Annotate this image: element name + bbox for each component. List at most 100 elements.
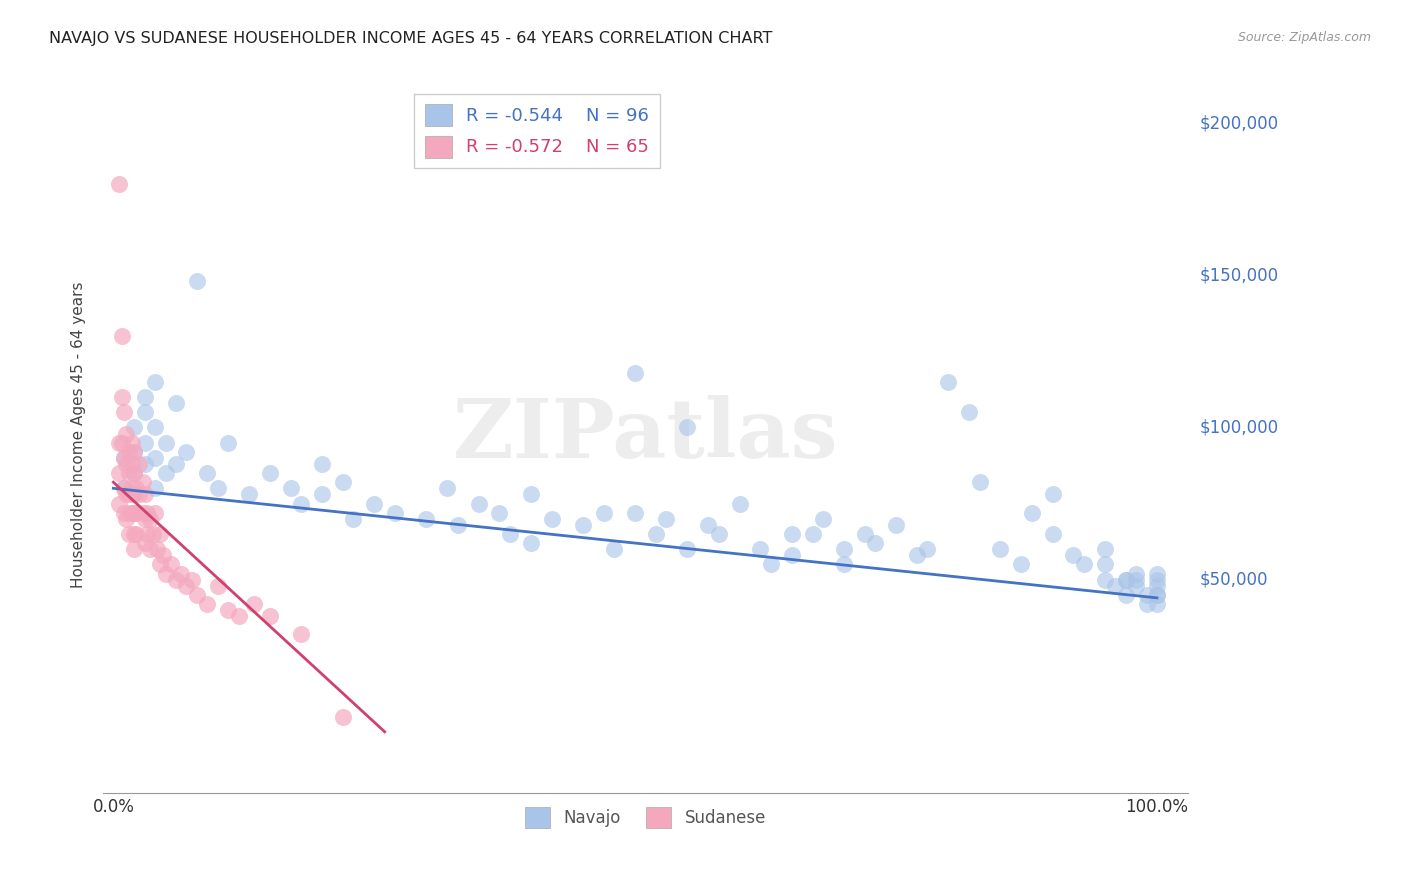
Point [311,457,333,471]
Point [1125,566,1147,581]
Point [780,527,803,541]
Point [238,487,260,501]
Point [128,487,150,501]
Point [1146,579,1168,593]
Point [176,444,198,458]
Point [112,450,135,465]
Point [115,512,138,526]
Point [749,542,772,557]
Point [112,450,135,465]
Text: ZIPatlas: ZIPatlas [453,395,838,475]
Point [1094,573,1116,587]
Point [969,475,991,490]
Point [112,481,135,495]
Point [118,527,141,541]
Point [488,506,510,520]
Point [1021,506,1043,520]
Point [697,517,720,532]
Point [118,506,141,520]
Point [917,542,939,557]
Point [676,542,699,557]
Point [165,457,187,471]
Point [143,481,166,495]
Point [436,481,458,495]
Point [572,517,595,532]
Point [195,597,218,611]
Point [111,390,134,404]
Point [801,527,824,541]
Point [143,375,166,389]
Point [280,481,302,495]
Point [143,450,166,465]
Point [149,558,172,572]
Point [121,457,143,471]
Point [146,542,169,557]
Point [243,597,266,611]
Point [1115,573,1137,587]
Point [1125,579,1147,593]
Point [139,542,162,557]
Point [143,506,166,520]
Point [384,506,406,520]
Point [990,542,1012,557]
Point [122,487,145,501]
Point [131,506,153,520]
Point [111,435,134,450]
Point [363,496,385,510]
Point [1073,558,1095,572]
Point [135,527,157,541]
Point [207,579,229,593]
Point [217,435,239,450]
Point [155,466,177,480]
Point [467,496,489,510]
Point [115,457,138,471]
Point [311,487,333,501]
Point [499,527,522,541]
Text: $150,000: $150,000 [1199,267,1278,285]
Point [107,466,129,480]
Point [676,420,699,434]
Point [332,709,354,723]
Point [520,487,543,501]
Point [155,566,177,581]
Point [107,435,129,450]
Point [122,466,145,480]
Point [118,487,141,501]
Point [832,558,855,572]
Point [1146,573,1168,587]
Point [180,573,202,587]
Point [121,506,143,520]
Point [121,435,143,450]
Point [905,548,928,562]
Point [592,506,614,520]
Point [107,496,129,510]
Point [107,177,129,191]
Point [125,481,148,495]
Point [1042,487,1064,501]
Point [1115,573,1137,587]
Point [259,466,281,480]
Point [853,527,876,541]
Point [134,487,156,501]
Point [1094,542,1116,557]
Text: Source: ZipAtlas.com: Source: ZipAtlas.com [1237,31,1371,45]
Text: NAVAJO VS SUDANESE HOUSEHOLDER INCOME AGES 45 - 64 YEARS CORRELATION CHART: NAVAJO VS SUDANESE HOUSEHOLDER INCOME AG… [49,31,772,46]
Point [1146,588,1168,602]
Point [111,329,134,343]
Point [115,426,138,441]
Point [645,527,668,541]
Point [125,527,148,541]
Point [259,609,281,624]
Point [134,512,156,526]
Point [143,420,166,434]
Point [832,542,855,557]
Point [122,420,145,434]
Point [115,487,138,501]
Point [1010,558,1032,572]
Point [125,506,148,520]
Point [655,512,678,526]
Point [1146,588,1168,602]
Point [121,481,143,495]
Point [149,527,172,541]
Point [624,366,647,380]
